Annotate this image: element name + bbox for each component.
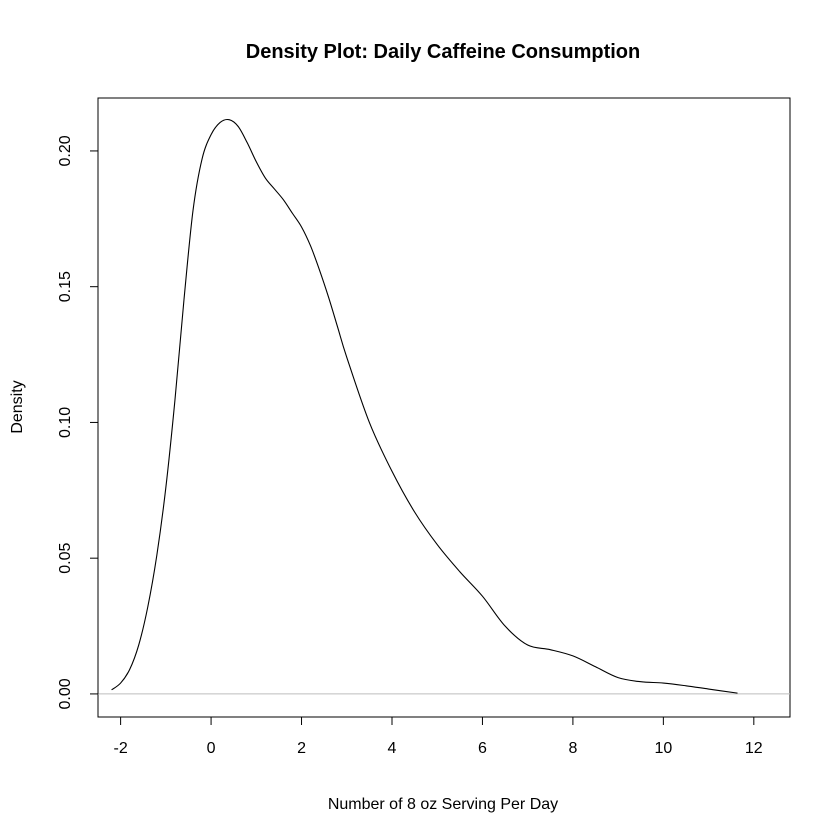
x-tick-label: 0 <box>207 740 216 757</box>
y-tick-label: 0.00 <box>57 678 74 709</box>
x-tick-label: 12 <box>745 740 763 757</box>
y-axis: 0.00 0.05 0.10 0.15 0.20 <box>57 135 99 709</box>
x-tick-label: -2 <box>113 740 127 757</box>
x-axis-label: Number of 8 oz Serving Per Day <box>328 796 558 813</box>
plot-frame <box>97 97 791 718</box>
x-tick-label: 2 <box>297 740 306 757</box>
x-axis: -2 0 2 4 6 8 10 12 <box>113 716 763 757</box>
y-tick-label: 0.10 <box>57 407 74 438</box>
y-tick-label: 0.20 <box>57 135 74 166</box>
y-tick-label: 0.05 <box>57 543 74 574</box>
x-tick-label: 8 <box>568 740 577 757</box>
density-curve <box>111 118 738 694</box>
x-tick-label: 6 <box>478 740 487 757</box>
x-tick-label: 10 <box>654 740 672 757</box>
y-tick-label: 0.15 <box>57 271 74 302</box>
x-tick-label: 4 <box>388 740 397 757</box>
chart-title: Density Plot: Daily Caffeine Consumption <box>246 41 640 63</box>
y-axis-label: Density <box>9 380 26 433</box>
